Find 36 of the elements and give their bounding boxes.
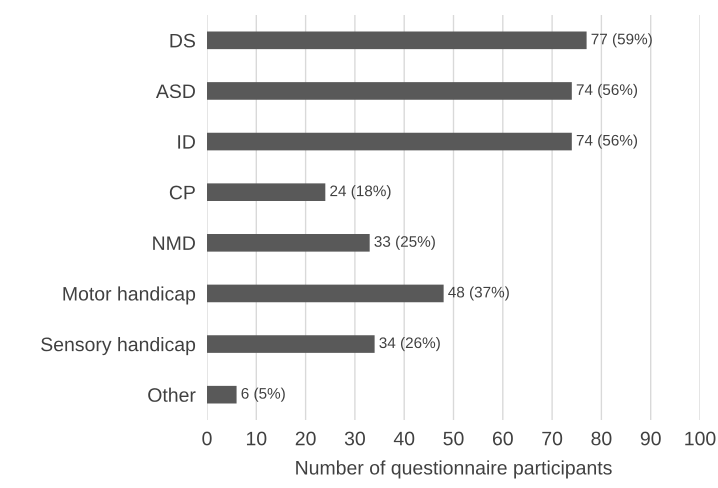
x-tick-label: 50: [443, 432, 464, 446]
bar: [207, 386, 237, 404]
bar: [207, 132, 572, 150]
y-tick-label: Other: [148, 388, 196, 402]
y-tick-label: ASD: [156, 84, 195, 98]
y-tick-label: Motor handicap: [63, 286, 196, 305]
data-label: 74 (56%): [576, 134, 638, 149]
data-label: 34 (26%): [379, 336, 440, 352]
x-tick-label: 40: [394, 432, 414, 446]
x-tick-label: 0: [202, 432, 212, 446]
x-tick-label: 70: [542, 432, 562, 446]
y-tick-label: NMD: [153, 236, 195, 250]
data-label: 48 (37%): [448, 286, 509, 301]
data-label: 24 (18%): [330, 185, 391, 200]
bar: [207, 284, 444, 302]
y-tick-label: CP: [170, 186, 195, 200]
bar: [207, 183, 326, 202]
x-tick-label: 10: [246, 432, 266, 446]
y-tick-label: DS: [170, 34, 195, 48]
data-label: 6 (5%): [242, 388, 285, 402]
y-tick-label: ID: [178, 135, 195, 149]
bar: [207, 82, 572, 100]
x-tick-label: 60: [492, 432, 513, 446]
data-label: 77 (59%): [592, 33, 652, 48]
x-tick-label: 90: [640, 432, 661, 446]
x-tick-label: 30: [344, 432, 365, 446]
bar: [207, 31, 587, 50]
bar: [207, 234, 370, 252]
bar: [207, 335, 375, 353]
data-label: 74 (56%): [576, 84, 638, 98]
y-tick-label: Sensory handicap: [41, 337, 196, 356]
x-axis-title: Number of questionnaire participants: [296, 460, 612, 478]
x-tick-label: 80: [591, 432, 612, 446]
data-label: 33 (25%): [374, 236, 435, 250]
x-tick-label: 100: [685, 432, 716, 446]
x-tick-label: 20: [296, 432, 316, 446]
